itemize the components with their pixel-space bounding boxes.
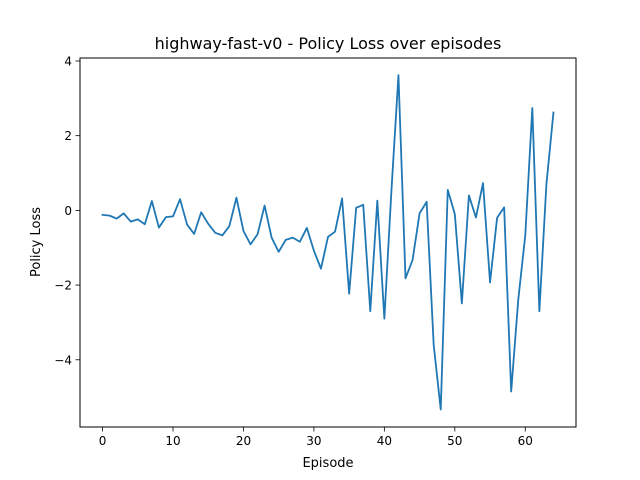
- y-tick-label: 4: [64, 54, 72, 68]
- y-tick-label: −2: [54, 279, 72, 293]
- x-axis-ticks: 0 10 20 30 40 50 60: [99, 427, 533, 448]
- x-tick-label: 60: [518, 434, 533, 448]
- plot-frame: [79, 57, 577, 428]
- x-tick-label: 10: [165, 434, 180, 448]
- x-tick-label: 20: [236, 434, 251, 448]
- x-tick-label: 0: [99, 434, 107, 448]
- y-tick-label: 0: [64, 204, 72, 218]
- policy-loss-line: [101, 74, 555, 411]
- y-axis-ticks: −4 −2 0 2 4: [54, 54, 80, 367]
- x-tick-label: 50: [447, 434, 462, 448]
- y-tick-label: 2: [64, 129, 72, 143]
- y-axis-label: Policy Loss: [29, 207, 44, 277]
- chart-title: highway-fast-v0 - Policy Loss over episo…: [155, 34, 502, 53]
- y-tick-label: −4: [54, 353, 72, 367]
- x-axis-label: Episode: [302, 456, 353, 471]
- x-tick-label: 30: [306, 434, 321, 448]
- x-tick-label: 40: [377, 434, 392, 448]
